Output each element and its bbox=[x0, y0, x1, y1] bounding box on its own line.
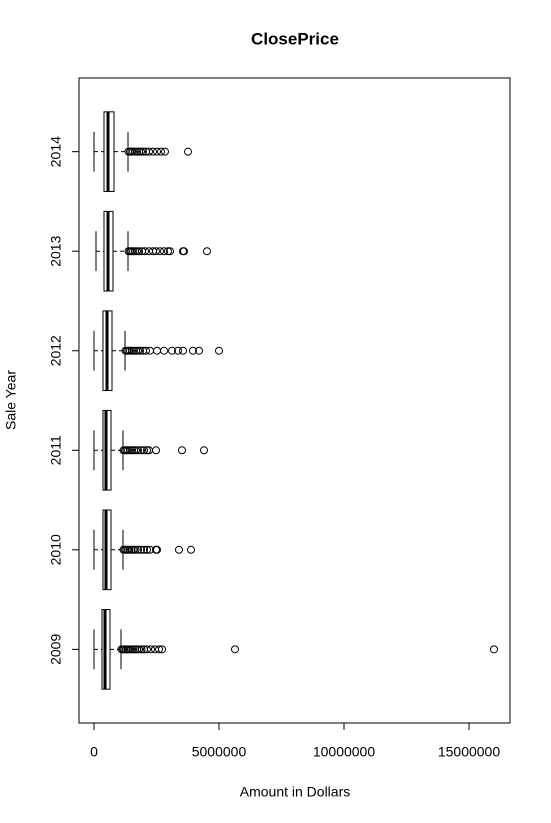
outlier bbox=[152, 247, 160, 256]
outlier bbox=[161, 147, 169, 156]
outlier bbox=[187, 545, 195, 554]
outlier bbox=[134, 346, 142, 355]
outlier bbox=[155, 645, 163, 654]
outlier bbox=[152, 446, 160, 455]
outlier bbox=[137, 147, 145, 156]
outlier bbox=[131, 545, 140, 554]
outlier bbox=[180, 247, 188, 256]
outlier bbox=[143, 645, 151, 654]
outlier bbox=[175, 545, 183, 554]
outlier bbox=[134, 545, 142, 554]
outlier bbox=[131, 147, 139, 156]
outlier bbox=[143, 446, 151, 455]
outlier bbox=[130, 346, 138, 355]
outlier bbox=[184, 147, 192, 156]
outlier bbox=[141, 247, 149, 256]
outlier bbox=[137, 446, 145, 455]
x-tick-label: 15000000 bbox=[438, 744, 501, 760]
outlier bbox=[149, 147, 157, 156]
outlier bbox=[215, 346, 223, 355]
outlier bbox=[136, 346, 144, 355]
y-tick-label: 2013 bbox=[48, 235, 64, 266]
outlier bbox=[129, 147, 137, 156]
outlier bbox=[140, 545, 148, 554]
y-axis-label: Sale Year bbox=[3, 370, 19, 430]
y-tick-label: 2010 bbox=[48, 534, 64, 565]
outlier bbox=[137, 645, 146, 654]
outlier bbox=[153, 545, 161, 554]
outlier bbox=[134, 446, 142, 455]
x-tick-label: 5000000 bbox=[192, 744, 247, 760]
outlier bbox=[164, 247, 172, 256]
y-tick-label: 2012 bbox=[48, 335, 64, 366]
outlier bbox=[160, 346, 168, 355]
outlier bbox=[127, 645, 135, 654]
outlier bbox=[128, 346, 136, 355]
outlier bbox=[200, 446, 208, 455]
outlier bbox=[139, 147, 147, 156]
outlier bbox=[189, 346, 197, 355]
outlier bbox=[129, 247, 137, 256]
outlier bbox=[128, 446, 136, 455]
outlier bbox=[132, 446, 140, 455]
y-tick-label: 2014 bbox=[48, 136, 64, 167]
outlier bbox=[133, 147, 141, 156]
y-tick-label: 2011 bbox=[48, 435, 64, 465]
outlier bbox=[135, 645, 143, 654]
outlier bbox=[157, 147, 165, 156]
chart-title: ClosePrice bbox=[251, 29, 339, 48]
outlier bbox=[143, 545, 151, 554]
outlier bbox=[160, 247, 168, 256]
outlier bbox=[203, 247, 211, 256]
outlier bbox=[156, 247, 164, 256]
outlier bbox=[179, 346, 187, 355]
outlier bbox=[125, 645, 133, 654]
outlier bbox=[153, 346, 161, 355]
x-tick-label: 0 bbox=[90, 744, 98, 760]
outlier bbox=[158, 645, 166, 654]
outlier bbox=[195, 346, 203, 355]
y-tick-label: 2009 bbox=[48, 634, 64, 665]
outlier bbox=[129, 645, 137, 654]
outlier bbox=[133, 247, 141, 256]
outlier bbox=[126, 446, 134, 455]
outlier bbox=[231, 645, 239, 654]
outlier bbox=[145, 147, 153, 156]
x-axis-label: Amount in Dollars bbox=[240, 784, 351, 800]
outlier bbox=[174, 346, 182, 355]
outlier bbox=[178, 446, 186, 455]
outlier bbox=[125, 545, 134, 554]
outlier bbox=[168, 346, 176, 355]
plot-frame bbox=[78, 77, 511, 724]
outlier bbox=[166, 247, 174, 256]
outlier bbox=[490, 645, 498, 654]
outlier bbox=[124, 446, 132, 455]
x-tick-label: 10000000 bbox=[313, 744, 376, 760]
outlier bbox=[137, 545, 145, 554]
outlier bbox=[135, 247, 143, 256]
outlier bbox=[140, 446, 148, 455]
outlier bbox=[142, 346, 150, 355]
outlier bbox=[126, 346, 134, 355]
outlier bbox=[147, 645, 155, 654]
outlier bbox=[153, 147, 161, 156]
